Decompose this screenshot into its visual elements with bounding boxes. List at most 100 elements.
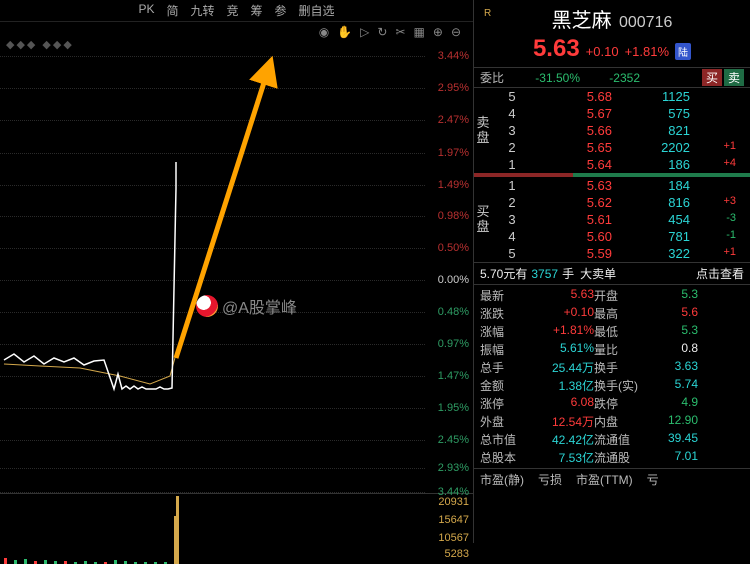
orderbook-row[interactable]: 35.66821 bbox=[492, 122, 750, 139]
menu-jiuzhuan[interactable]: 九转 bbox=[190, 2, 214, 19]
grid-icon[interactable]: ▦ bbox=[414, 25, 425, 39]
bigdeal-hand: 手 bbox=[562, 265, 574, 282]
y-axis-label: 0.97% bbox=[438, 338, 469, 350]
ob-price: 5.63 bbox=[526, 178, 612, 193]
info-val: 39.45 bbox=[638, 431, 698, 448]
y-axis-label: 0.00% bbox=[438, 274, 469, 286]
ob-vol: 186 bbox=[612, 157, 690, 172]
orderbook: 卖盘 55.68112545.6757535.6682125.652202+11… bbox=[474, 87, 750, 173]
weibi-val: -31.50% bbox=[510, 71, 580, 85]
info-val: 5.74 bbox=[638, 377, 698, 394]
menu-jian[interactable]: 简 bbox=[166, 2, 178, 19]
orderbook-row[interactable]: 55.681125 bbox=[492, 88, 750, 105]
info-key: 最高 bbox=[594, 305, 638, 322]
info-val: 42.42亿 bbox=[524, 431, 594, 448]
ob-vol: 1125 bbox=[612, 89, 690, 104]
watermark-text: @A股掌峰 bbox=[222, 294, 297, 318]
ob-delta bbox=[690, 89, 736, 104]
ob-price: 5.67 bbox=[526, 106, 612, 121]
plus-icon[interactable]: ⊕ bbox=[433, 25, 443, 39]
ob-level: 1 bbox=[498, 157, 526, 172]
orderbook-row[interactable]: 45.67575 bbox=[492, 105, 750, 122]
stock-header: 黑芝麻 000716 bbox=[474, 0, 750, 35]
menu-can[interactable]: 参 bbox=[275, 2, 287, 19]
sell-button[interactable]: 卖 bbox=[724, 69, 744, 86]
orderbook-row[interactable]: 25.652202+1 bbox=[492, 139, 750, 156]
menu-del[interactable]: 删自选 bbox=[299, 2, 335, 19]
eye-icon[interactable]: ◉ bbox=[319, 25, 329, 39]
info-key: 量比 bbox=[594, 341, 638, 358]
y-axis-label: 2.47% bbox=[438, 114, 469, 126]
info-key: 流通股 bbox=[594, 449, 638, 466]
ob-vol: 2202 bbox=[612, 140, 690, 155]
info-val: 6.08 bbox=[524, 395, 594, 412]
menu-jing[interactable]: 竞 bbox=[226, 2, 238, 19]
info-val: 25.44万 bbox=[524, 359, 594, 376]
bigdeal-row[interactable]: 5.70 元有 3757 手 大卖单 点击查看 bbox=[474, 262, 750, 284]
cut-icon[interactable]: ✂ bbox=[395, 25, 405, 39]
info-val: 3.63 bbox=[638, 359, 698, 376]
info-val: 5.63 bbox=[524, 287, 594, 304]
info-val: 5.6 bbox=[638, 305, 698, 322]
info-val: +0.10 bbox=[524, 305, 594, 322]
info-key: 总手 bbox=[480, 359, 524, 376]
last-price: 5.63 bbox=[533, 35, 580, 63]
orderbook-bid: 买盘 15.6318425.62816+335.61454-345.60781-… bbox=[474, 177, 750, 262]
info-key: 最低 bbox=[594, 323, 638, 340]
info-key: 总股本 bbox=[480, 449, 524, 466]
volume-chart[interactable]: 2093115647105675283 bbox=[0, 494, 473, 564]
vol-axis-label: 10567 bbox=[438, 532, 469, 544]
info-val: 4.9 bbox=[638, 395, 698, 412]
menu-chou[interactable]: 筹 bbox=[251, 2, 263, 19]
ob-price: 5.68 bbox=[526, 89, 612, 104]
ob-delta: +3 bbox=[690, 195, 736, 210]
info-val: 5.3 bbox=[638, 287, 698, 304]
play-icon[interactable]: ▷ bbox=[360, 25, 369, 39]
orderbook-row[interactable]: 15.64186+4 bbox=[492, 156, 750, 173]
orderbook-row[interactable]: 45.60781-1 bbox=[492, 228, 750, 245]
stock-name: 黑芝麻 bbox=[552, 4, 612, 33]
hand-icon[interactable]: ✋ bbox=[337, 25, 352, 39]
ob-price: 5.62 bbox=[526, 195, 612, 210]
info-key: 换手 bbox=[594, 359, 638, 376]
connect-badge: 陆 bbox=[675, 43, 691, 60]
info-val: 7.53亿 bbox=[524, 449, 594, 466]
orderbook-row[interactable]: 25.62816+3 bbox=[492, 194, 750, 211]
price-chart[interactable]: 3.44%2.95%2.47%1.97%1.49%0.98%0.50%0.00%… bbox=[0, 42, 473, 494]
info-key: 涨幅 bbox=[480, 323, 524, 340]
minus-icon[interactable]: ⊖ bbox=[451, 25, 461, 39]
bigdeal-hint: 点击查看 bbox=[696, 265, 744, 282]
info-val: 5.3 bbox=[638, 323, 698, 340]
tab-pe-static[interactable]: 市盈(静) bbox=[474, 469, 530, 490]
orderbook-row[interactable]: 15.63184 bbox=[492, 177, 750, 194]
ob-vol: 816 bbox=[612, 195, 690, 210]
ob-price: 5.66 bbox=[526, 123, 612, 138]
y-axis-label: 0.98% bbox=[438, 210, 469, 222]
info-val: 5.61% bbox=[524, 341, 594, 358]
refresh-icon[interactable]: ↻ bbox=[377, 25, 387, 39]
ob-vol: 575 bbox=[612, 106, 690, 121]
weibi-row: 委比 -31.50% -2352 买 卖 bbox=[474, 67, 750, 87]
ob-vol: 781 bbox=[612, 229, 690, 244]
ob-price: 5.60 bbox=[526, 229, 612, 244]
ob-level: 3 bbox=[498, 212, 526, 227]
menu-pk[interactable]: PK bbox=[138, 2, 154, 19]
ob-vol: 322 bbox=[612, 246, 690, 261]
bid-side-label: 买盘 bbox=[474, 205, 492, 234]
top-menu: PK 简 九转 竞 筹 参 删自选 bbox=[0, 0, 473, 22]
ob-delta: +1 bbox=[690, 246, 736, 261]
orderbook-row[interactable]: 35.61454-3 bbox=[492, 211, 750, 228]
y-axis-label: 1.49% bbox=[438, 179, 469, 191]
bottom-tabs: 市盈(静) 亏损 市盈(TTM) 亏 bbox=[474, 468, 750, 490]
y-axis-label: 2.93% bbox=[438, 462, 469, 474]
info-key: 外盘 bbox=[480, 413, 524, 430]
ob-price: 5.64 bbox=[526, 157, 612, 172]
buy-button[interactable]: 买 bbox=[702, 69, 722, 86]
orderbook-row[interactable]: 55.59322+1 bbox=[492, 245, 750, 262]
vol-axis-label: 5283 bbox=[445, 548, 469, 560]
quote-panel: R 黑芝麻 000716 5.63 +0.10 +1.81% 陆 委比 -31.… bbox=[474, 0, 750, 543]
weibi-label: 委比 bbox=[480, 69, 510, 86]
ob-level: 2 bbox=[498, 140, 526, 155]
tab-pe-ttm[interactable]: 市盈(TTM) bbox=[570, 469, 639, 490]
ob-level: 4 bbox=[498, 106, 526, 121]
